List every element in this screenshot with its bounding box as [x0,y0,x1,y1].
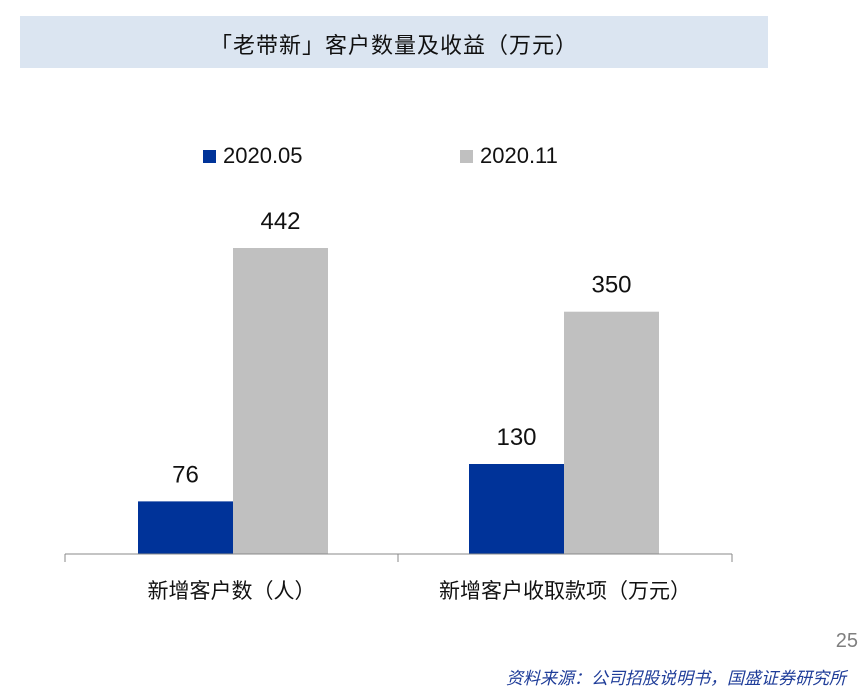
title-bar: 「老带新」客户数量及收益（万元） [20,16,768,68]
legend-swatch-2020.05 [203,150,216,163]
page-number: 25 [835,630,858,652]
legend-swatch-2020.11 [460,150,473,163]
category-label-0: 新增客户数（人） [148,579,316,603]
bar-2020.11-1 [564,311,659,554]
legend-label-2020.05: 2020.05 [223,143,303,168]
data-label-2020.11-1: 350 [591,272,631,299]
bar-2020.05-0 [138,501,233,554]
chart-title: 「老带新」客户数量及收益（万元） [209,34,578,59]
data-label-2020.05-0: 76 [172,461,199,488]
bar-2020.11-0 [233,248,328,554]
legend-label-2020.11: 2020.11 [480,143,558,168]
data-label-2020.05-1: 130 [496,424,536,451]
source-note: 资料来源：公司招股说明书，国盛证券研究所 [506,669,846,689]
data-label-2020.11-0: 442 [260,208,300,235]
category-label-1: 新增客户收取款项（万元） [439,579,691,603]
bar-2020.05-1 [469,464,564,554]
